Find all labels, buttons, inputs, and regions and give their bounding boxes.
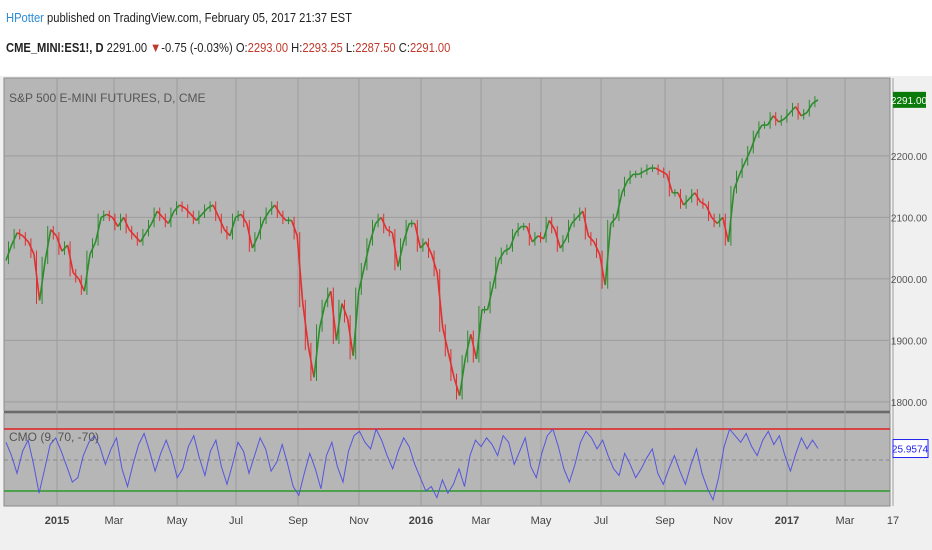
grid xyxy=(4,78,894,506)
price-change: -0.75 (-0.03%) xyxy=(161,40,233,55)
cmo-last-value: 25.9574 xyxy=(892,445,929,456)
cmo-title: CMO (9, 70, -70) xyxy=(9,430,99,444)
author-link[interactable]: HPotter xyxy=(6,10,44,25)
publish-info: HPotter published on TradingView.com, Fe… xyxy=(6,10,352,25)
x-tick-label: Jul xyxy=(594,515,608,527)
low-label: L: xyxy=(345,40,356,55)
x-tick-label: Sep xyxy=(655,515,675,527)
y-tick-label: 2000.00 xyxy=(891,275,928,286)
open-label: O: xyxy=(235,40,248,55)
y-tick-label: 1800.00 xyxy=(891,398,928,409)
price-pane-bg xyxy=(3,77,891,412)
high-label: H: xyxy=(291,40,303,55)
x-tick-label: May xyxy=(167,515,188,527)
y-tick-label: 1900.00 xyxy=(891,336,928,347)
open-value: 2293.00 xyxy=(247,40,289,55)
last-price-tag xyxy=(893,91,926,108)
cmo-last-tag xyxy=(892,439,929,459)
cmo-line xyxy=(5,427,819,502)
x-tick-label: Mar xyxy=(105,515,124,527)
x-tick-label: Sep xyxy=(288,515,308,527)
x-tick-label: May xyxy=(531,515,552,527)
x-tick-label: 2017 xyxy=(775,515,799,527)
y-tick-label: 2100.00 xyxy=(891,213,928,224)
x-tick-label: 17 xyxy=(887,515,899,527)
price-title: S&P 500 E-MINI FUTURES, D, CME xyxy=(9,91,205,105)
price-series xyxy=(5,96,819,400)
symbol-bar: CME_MINI:ES1!, D 2291.00 ▼-0.75 (-0.03%)… xyxy=(6,40,450,55)
y-tick-label: 2200.00 xyxy=(891,152,928,163)
last-price: 2291.00 xyxy=(106,40,148,55)
low-value: 2287.50 xyxy=(355,40,396,55)
x-tick-label: Nov xyxy=(713,515,733,527)
close-label: C: xyxy=(398,40,410,55)
x-tick-label: Mar xyxy=(472,515,491,527)
axis-labels: 2015 Mar May Jul Sep Nov 2016 Mar May Jul Sep Nov 20… xyxy=(45,91,929,527)
x-tick-label: Jul xyxy=(229,515,243,527)
high-value: 2293.25 xyxy=(302,40,343,55)
cmo-series xyxy=(4,427,890,502)
x-tick-label: Mar xyxy=(836,515,855,527)
publish-text: published on TradingView.com, February 0… xyxy=(43,10,352,25)
close-value: 2291.00 xyxy=(409,40,451,55)
y-tick-label: 2291.00 xyxy=(891,96,928,107)
symbol-name[interactable]: CME_MINI:ES1!, D xyxy=(6,40,104,55)
x-tick-label: 2015 xyxy=(45,515,69,527)
x-tick-label: Nov xyxy=(349,515,369,527)
x-tick-label: 2016 xyxy=(409,515,433,527)
down-arrow-icon: ▼ xyxy=(150,40,162,55)
